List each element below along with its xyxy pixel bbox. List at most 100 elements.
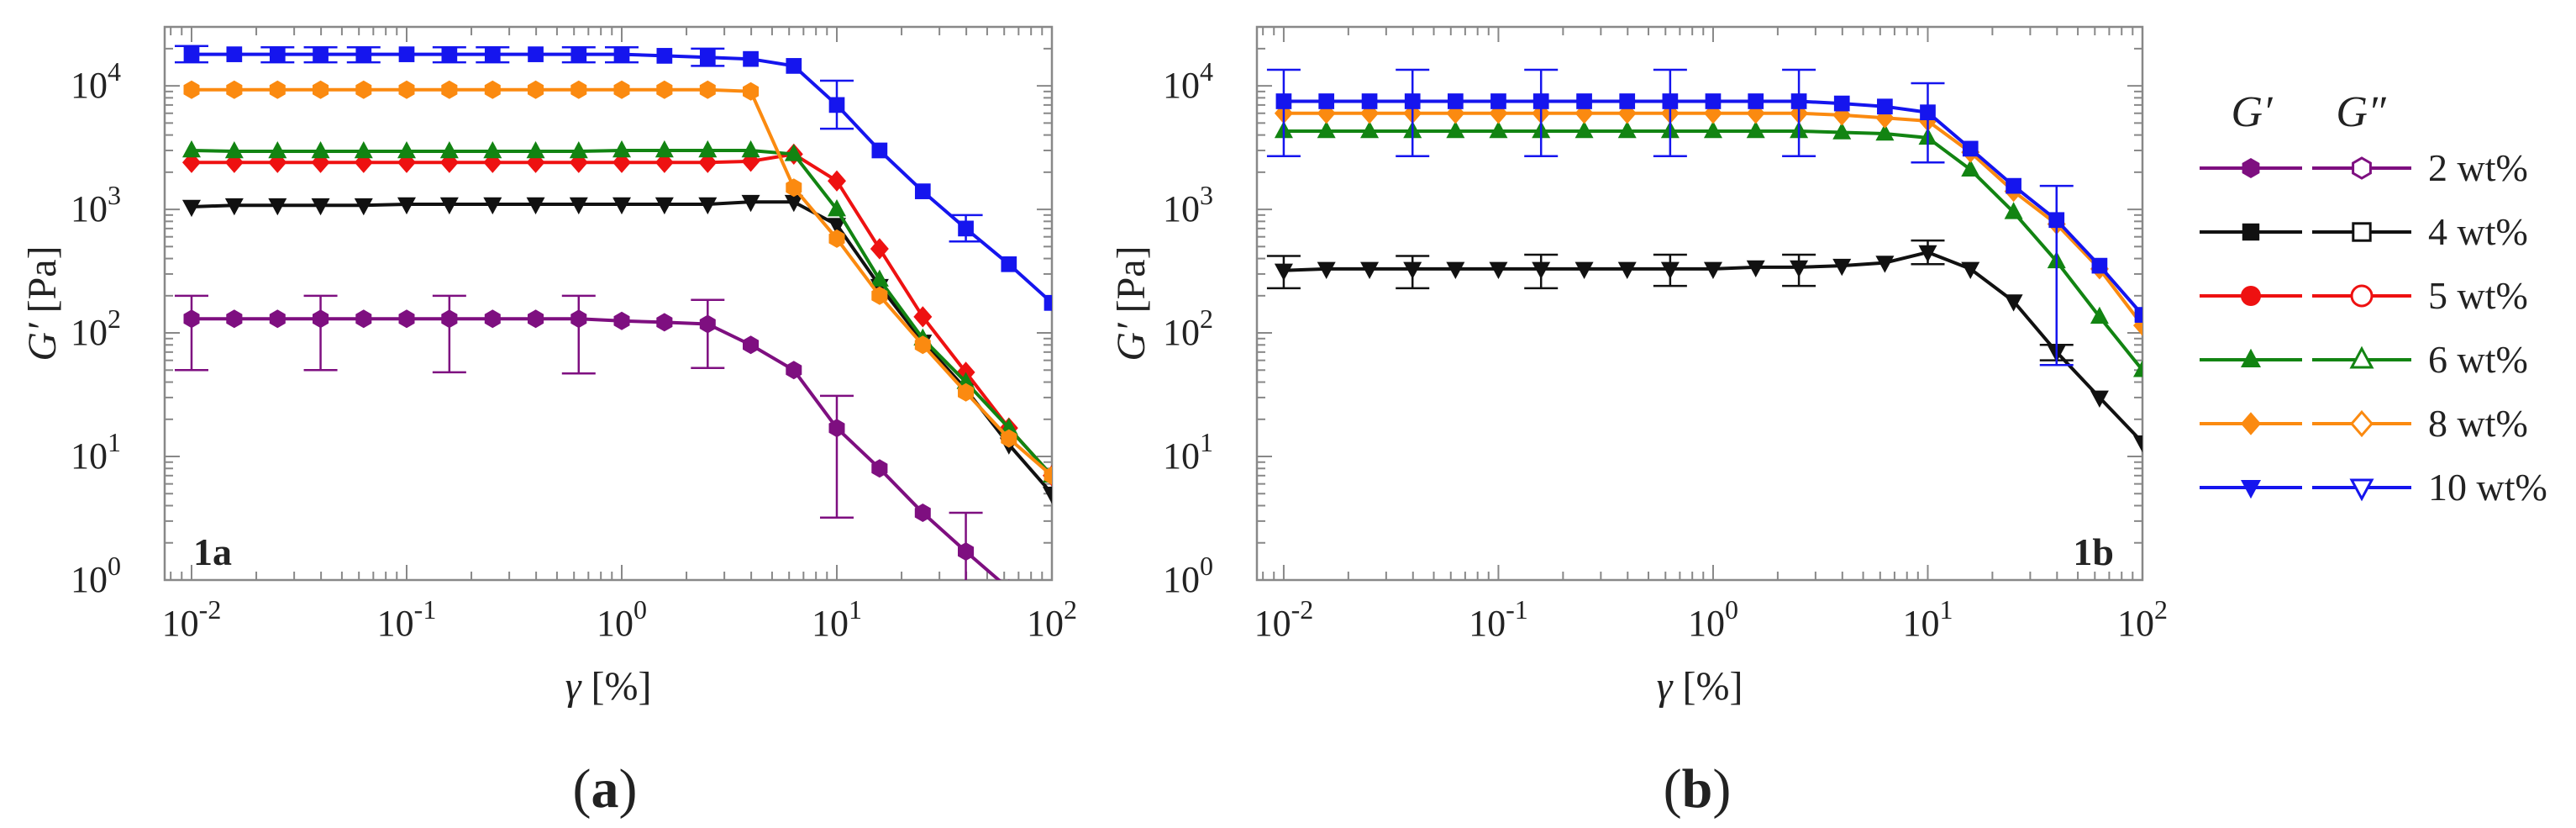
x-tick-label: 101 [1902,594,1953,644]
x-tick-base: 10 [1027,603,1064,644]
x-tick-exponent: 1 [849,594,862,625]
data-point [181,140,201,158]
y-tick-base: 10 [71,188,108,229]
data-point [914,183,931,199]
data-point [1832,122,1852,140]
data-point [1746,120,1765,139]
data-point [1001,429,1017,448]
data-point [914,335,931,355]
data-point [741,140,760,158]
data-point [1918,245,1937,263]
y-tick-base: 10 [1163,188,1200,229]
data-point [1833,95,1850,112]
data-point [269,46,286,62]
y-tick-base: 10 [71,65,108,106]
data-point [656,313,673,332]
data-point [1703,261,1722,279]
data-point [183,309,200,329]
x-tick-exponent: 1 [1939,594,1953,625]
data-point [958,382,975,402]
data-point [699,314,716,334]
data-point [1575,261,1594,279]
error-bar [561,294,596,375]
data-point [570,46,587,62]
data-point [311,198,330,216]
data-point [398,309,415,329]
y-tick-base: 10 [71,312,108,353]
x-tick-label: 100 [1688,594,1738,644]
data-point [1746,260,1765,278]
x-axis-symbol: γ [1657,664,1674,709]
x-ticks [1262,27,2143,580]
y-tick-base: 10 [1163,559,1200,600]
data-point [786,361,802,380]
data-point [570,80,587,99]
legend-entry: 5 wt% [2200,274,2528,317]
series-line [192,317,1001,580]
data-point [1318,93,1335,109]
caption-letter: a [591,758,619,820]
panel-caption: (a) [573,758,638,820]
data-point [528,46,544,62]
legend-entry: 8 wt% [2200,402,2528,445]
data-point [741,150,760,172]
error-bar [303,294,338,372]
legend-marker-filled [2241,286,2261,306]
data-point [1447,93,1464,109]
data-point [1575,120,1594,139]
data-point [398,80,415,99]
data-point [699,80,716,99]
data-point [1404,93,1421,109]
y-tick-exponent: 2 [108,303,121,334]
data-point [1662,93,1679,109]
data-point [181,199,201,218]
legend-label: 4 wt% [2428,210,2528,253]
data-point [1617,261,1637,279]
caption-paren-open: ( [1664,758,1682,820]
data-point [1705,93,1722,109]
data-point [313,46,329,62]
data-point [441,46,458,62]
data-point [1703,120,1722,139]
y-tick-exponent: 1 [1200,427,1213,457]
data-point [1532,261,1551,279]
data-point [786,178,802,198]
data-point [613,311,630,330]
data-point [1317,120,1336,139]
error-bar [691,298,725,370]
data-point [656,80,673,99]
data-point [441,309,458,329]
y-tick-label: 102 [1163,303,1213,353]
legend-label: 2 wt% [2428,146,2528,189]
x-tick-exponent: 0 [633,594,647,625]
data-point [2004,294,2023,312]
data-point [1617,120,1637,139]
y-tick-base: 10 [1163,312,1200,353]
data-point [1489,120,1508,139]
data-point [1044,294,1052,311]
y-tick-exponent: 2 [1200,303,1213,334]
series-8wt [183,80,1052,485]
data-point [354,198,373,216]
data-point [1920,104,1936,121]
y-tick-label: 104 [1163,56,1213,106]
legend-marker-open [2350,409,2374,438]
data-point [870,269,889,287]
data-point [2133,360,2142,377]
x-axis-title: γ [%] [565,664,652,709]
x-tick-exponent: -1 [1506,594,1528,625]
y-axis-unit: [Pa] [20,245,65,323]
data-point [1576,93,1592,109]
data-point [441,80,458,99]
x-axis-unit: [%] [581,664,651,709]
y-tick-exponent: 0 [108,551,121,581]
data-point [569,140,588,159]
y-tick-label: 103 [1163,180,1213,229]
data-point [484,46,501,62]
data-point [827,170,846,192]
data-point [528,309,544,329]
data-point [1832,258,1852,277]
data-point [484,309,501,329]
data-point [526,140,545,159]
